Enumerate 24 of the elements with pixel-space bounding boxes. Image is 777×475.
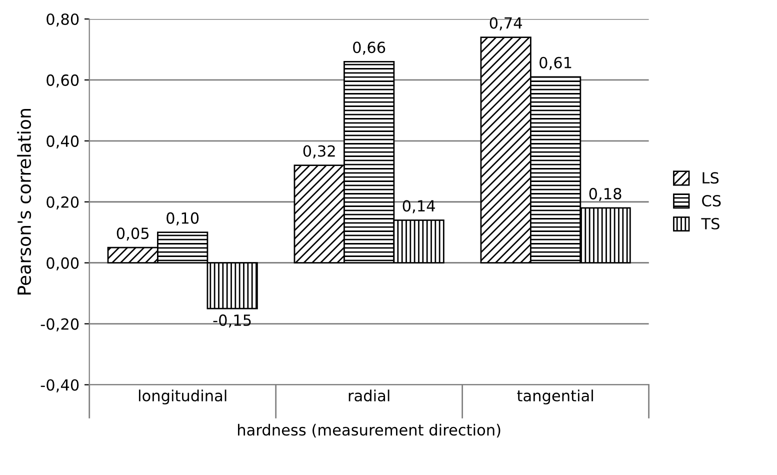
x-tick-label: longitudinal xyxy=(138,390,226,404)
legend-label: CS xyxy=(702,194,721,207)
x-axis-title: hardness (measurement direction) xyxy=(238,424,500,438)
data-label: 0,66 xyxy=(353,42,386,55)
data-label: 0,18 xyxy=(589,188,622,202)
legend-label: LS xyxy=(702,172,719,184)
data-label: 0,32 xyxy=(303,145,335,158)
y-tick-label: 0,20 xyxy=(46,196,79,210)
data-label: 0,10 xyxy=(166,212,199,226)
x-tick-label: tangential xyxy=(517,390,593,404)
y-tick-label: 0,60 xyxy=(46,74,79,88)
y-tick-label: -0,20 xyxy=(40,318,79,332)
data-label: 0,14 xyxy=(402,200,435,214)
y-tick-label: 0,80 xyxy=(46,13,79,27)
y-axis-title: Pearson's correlation xyxy=(17,109,32,294)
y-tick-label: -0,40 xyxy=(40,379,79,392)
data-label: 0,61 xyxy=(540,56,572,70)
y-tick-label: 0,00 xyxy=(46,257,79,270)
y-tick-label: 0,40 xyxy=(46,135,79,148)
x-tick-label: radial xyxy=(348,390,390,402)
data-label: -0,15 xyxy=(213,314,251,328)
legend-label: TS xyxy=(701,218,720,230)
data-label: 0,74 xyxy=(490,17,522,30)
data-label: 0,05 xyxy=(116,228,149,241)
